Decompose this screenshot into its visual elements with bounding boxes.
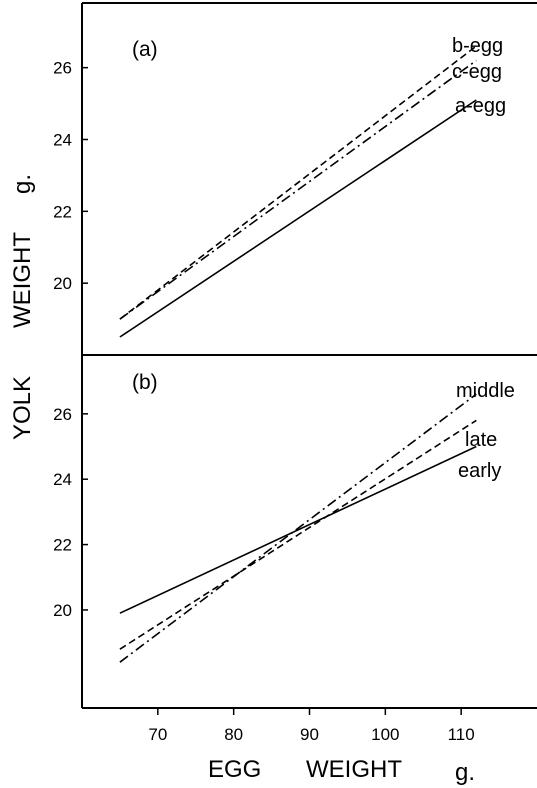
panel-b-y-ticks: 20 22 24 26 [53, 405, 88, 620]
panel-b-y-tick-label-22: 22 [53, 536, 72, 555]
series-label-a-egg: a-egg [455, 95, 506, 117]
x-axis-label-weight: WEIGHT [306, 756, 402, 783]
series-line-middle [119, 393, 477, 663]
panel-b-y-tick-label-20: 20 [53, 601, 72, 620]
panel-a-y-tick-label-22: 22 [53, 202, 72, 221]
panel-b-y-tick-label-24: 24 [53, 470, 72, 489]
x-tick-label-90: 90 [300, 725, 319, 744]
y-axis-label-yolk: YOLK [9, 376, 36, 440]
panel-a-label: (a) [132, 38, 158, 61]
series-line-b-egg [119, 45, 477, 320]
series-line-c-egg [119, 59, 477, 320]
series-label-early: early [458, 460, 501, 482]
series-line-late [119, 419, 477, 650]
series-label-middle: middle [456, 380, 515, 402]
panel-b-y-tick-label-26: 26 [53, 405, 72, 424]
x-tick-label-80: 80 [224, 725, 243, 744]
x-tick-label-70: 70 [148, 725, 167, 744]
series-line-early [119, 445, 477, 614]
panel-a-series [119, 45, 477, 338]
series-label-late: late [465, 429, 497, 451]
panel-a-y-tick-label-20: 20 [53, 274, 72, 293]
panel-a-y-tick-label-24: 24 [53, 130, 72, 149]
series-label-b-egg: b-egg [452, 35, 503, 57]
series-line-a-egg [119, 99, 477, 338]
y-axis-label-unit: g. [9, 174, 36, 194]
panel-b-series [119, 393, 477, 663]
series-label-c-egg: c-egg [452, 61, 502, 83]
x-tick-label-100: 100 [371, 725, 399, 744]
x-axis-label-unit: g. [455, 759, 475, 786]
x-ticks: 70 80 90 100 110 [148, 708, 475, 744]
panel-a-y-tick-label-26: 26 [53, 59, 72, 78]
x-axis-label-egg: EGG [208, 756, 261, 783]
panel-b-label: (b) [132, 371, 158, 394]
x-tick-label-110: 110 [448, 725, 475, 744]
y-axis-label-weight: WEIGHT [9, 232, 36, 328]
panel-a-y-ticks: 20 22 24 26 [53, 59, 88, 293]
